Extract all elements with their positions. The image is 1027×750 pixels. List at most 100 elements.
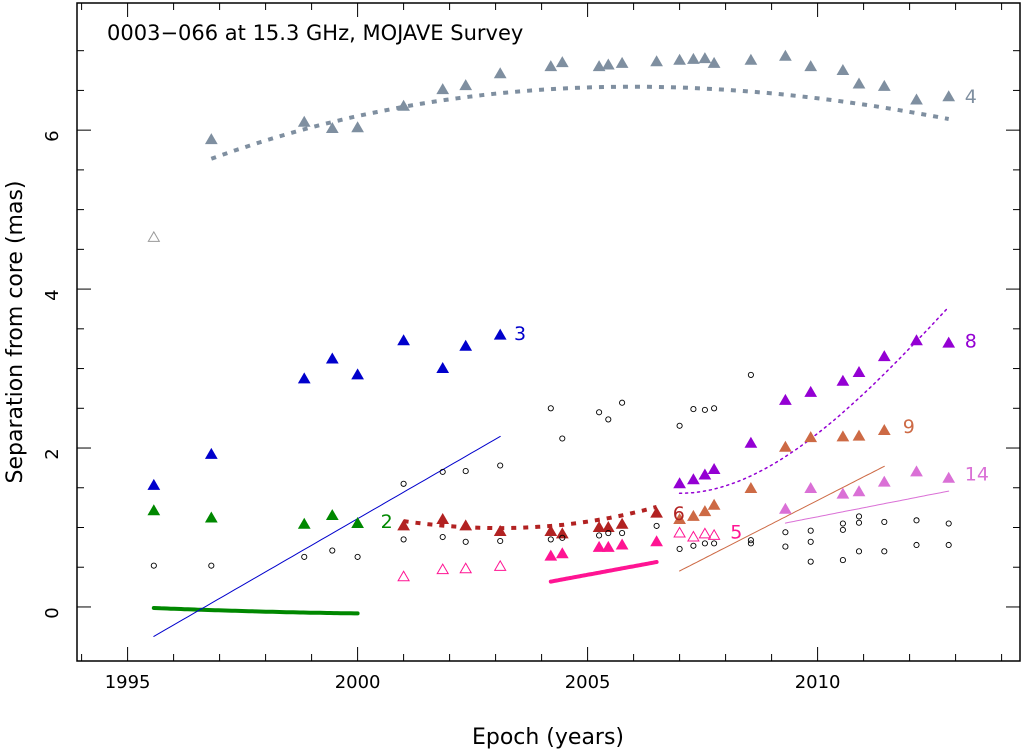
data-point-4 <box>836 64 850 76</box>
unassigned-point <box>711 540 718 547</box>
data-point-4 <box>555 56 569 68</box>
data-point-open-5 <box>459 562 473 574</box>
data-point-2 <box>351 517 364 529</box>
data-point-8 <box>707 462 721 474</box>
x-tick-label: 2010 <box>795 672 841 693</box>
data-point-6 <box>615 517 629 529</box>
unassigned-point <box>855 519 863 526</box>
fit-line-5 <box>548 560 659 584</box>
data-point-4 <box>744 53 758 65</box>
outlier-point <box>147 230 161 242</box>
series-label-5: 5 <box>730 521 742 543</box>
unassigned-point <box>855 513 863 520</box>
unassigned-point <box>676 422 683 429</box>
data-point-4 <box>942 90 956 102</box>
fit-lines <box>151 84 950 637</box>
unassigned-point <box>329 547 336 554</box>
unassigned-point <box>701 540 708 547</box>
data-point-4 <box>204 133 218 145</box>
data-point-4 <box>910 93 923 105</box>
unassigned-point <box>690 542 697 549</box>
data-point-14 <box>836 487 850 499</box>
data-point-9 <box>779 440 792 452</box>
unassigned-point <box>354 553 361 560</box>
data-point-open-5 <box>707 528 721 540</box>
fit-line-3 <box>153 435 501 637</box>
data-point-5 <box>555 547 569 559</box>
series-label-9: 9 <box>903 416 915 438</box>
data-point-14 <box>804 482 818 494</box>
unassigned-point <box>782 543 789 550</box>
unassigned-point <box>913 541 920 549</box>
unassigned-point <box>690 406 697 413</box>
data-point-4 <box>687 52 700 64</box>
data-point-14 <box>877 475 891 487</box>
data-point-8 <box>687 473 700 485</box>
series-label-6: 6 <box>673 503 685 525</box>
data-point-6 <box>555 527 569 539</box>
data-point-9 <box>698 505 712 517</box>
y-tick-label: 2 <box>42 448 63 459</box>
unassigned-point <box>945 541 952 549</box>
fit-line-9 <box>679 465 885 572</box>
data-point-open-5 <box>698 527 712 539</box>
unassigned-point <box>782 529 789 536</box>
data-point-4 <box>698 52 712 64</box>
data-point-4 <box>325 122 339 134</box>
unassigned-point <box>400 480 407 487</box>
unassigned-point <box>881 518 888 525</box>
data-point-9 <box>744 482 758 494</box>
unassigned-point <box>807 558 814 565</box>
data-point-3 <box>436 362 450 374</box>
data-point-4 <box>544 60 558 72</box>
data-point-2 <box>147 504 161 516</box>
data-point-3 <box>493 328 507 340</box>
data-point-5 <box>615 538 629 550</box>
data-point-5 <box>601 540 615 552</box>
data-point-6 <box>436 513 450 525</box>
unassigned-point <box>547 536 554 543</box>
data-point-8 <box>852 366 866 378</box>
x-axis-label: Epoch (years) <box>472 725 624 750</box>
unassigned-point <box>462 468 469 475</box>
unassigned-point <box>945 520 952 527</box>
unassigned-point <box>839 526 846 533</box>
unassigned-point <box>747 540 754 547</box>
data-point-4 <box>297 115 311 127</box>
data-point-6 <box>592 520 606 532</box>
data-point-9 <box>804 431 818 443</box>
unassigned-point <box>839 520 846 527</box>
data-point-3 <box>147 478 161 490</box>
data-point-8 <box>744 436 758 448</box>
unassigned-point <box>711 405 718 412</box>
fit-line-14 <box>784 490 950 524</box>
data-point-4 <box>707 56 721 68</box>
data-point-14 <box>910 465 923 477</box>
data-point-5 <box>544 549 558 561</box>
data-point-5 <box>592 540 606 552</box>
data-point-8 <box>942 336 956 348</box>
data-point-8 <box>779 393 792 405</box>
unassigned-point <box>497 462 504 469</box>
data-point-9 <box>852 429 866 441</box>
data-point-open-5 <box>397 570 410 582</box>
data-point-4 <box>397 99 410 111</box>
data-point-4 <box>436 83 450 95</box>
data-point-14 <box>852 485 866 497</box>
data-points <box>147 49 956 582</box>
fit-line-4 <box>210 84 950 161</box>
tick-labels: 1995 2000 2005 2010 0 2 4 6 <box>42 130 841 693</box>
unassigned-point <box>439 533 446 541</box>
unassigned-point <box>619 530 626 537</box>
data-point-9 <box>673 513 686 525</box>
unassigned-point <box>208 562 215 569</box>
data-point-4 <box>852 77 866 89</box>
unassigned-point <box>301 553 308 560</box>
data-point-6 <box>601 520 615 532</box>
unassigned-point <box>676 545 683 552</box>
x-tick-label: 2005 <box>565 672 611 693</box>
fit-line-2 <box>151 606 360 616</box>
data-point-4 <box>351 121 364 133</box>
data-point-14 <box>942 471 956 483</box>
data-point-6 <box>493 524 507 536</box>
